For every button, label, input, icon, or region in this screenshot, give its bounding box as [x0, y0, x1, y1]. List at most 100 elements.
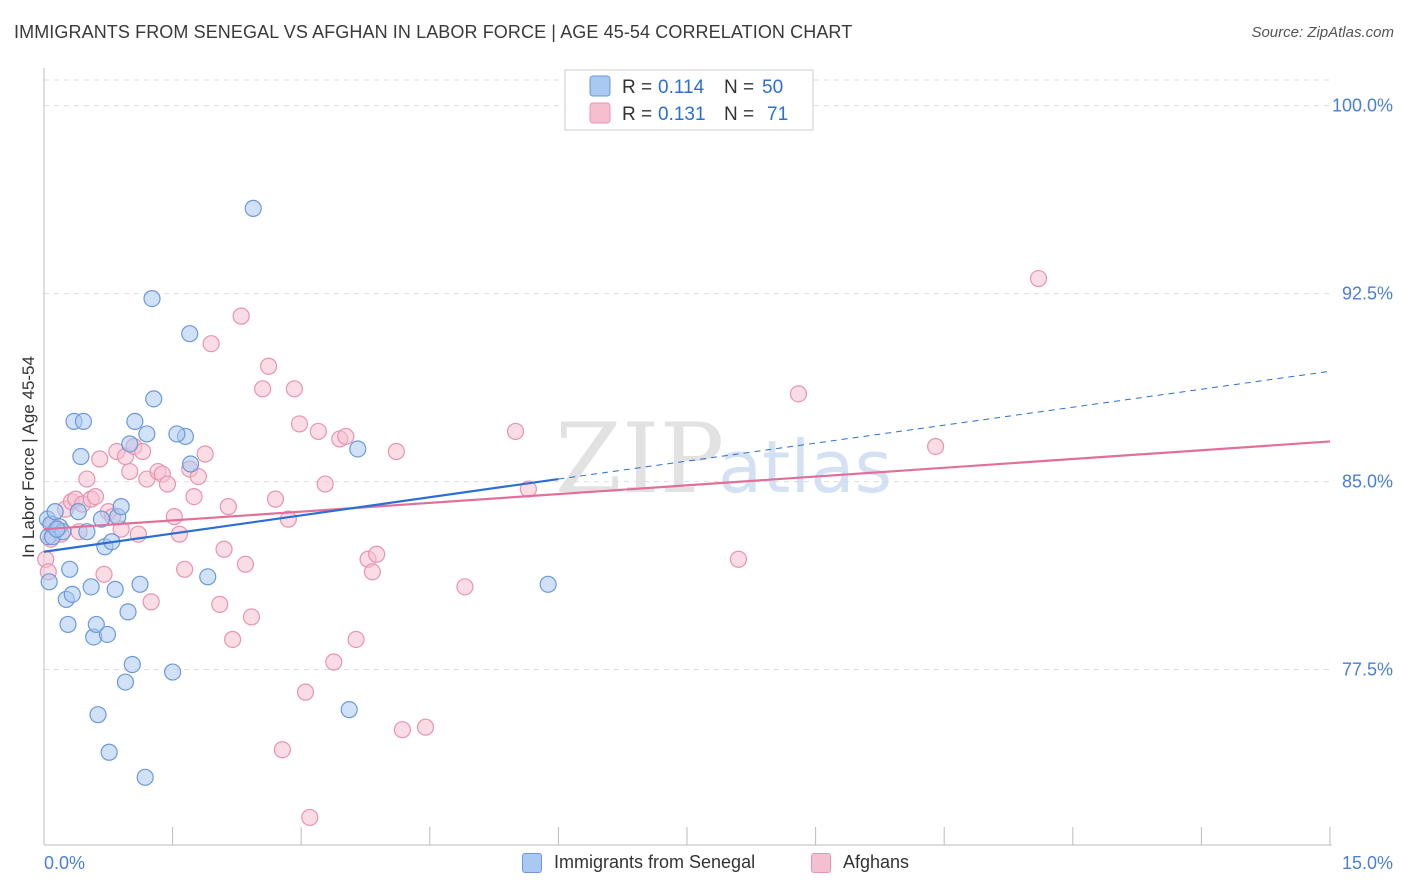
data-point[interactable] — [98, 625, 117, 644]
data-point[interactable] — [290, 415, 309, 433]
data-point[interactable] — [69, 503, 87, 521]
data-point[interactable] — [301, 808, 319, 827]
data-point[interactable] — [181, 325, 199, 343]
data-point[interactable] — [168, 425, 186, 443]
data-point[interactable] — [158, 475, 177, 493]
data-point[interactable] — [199, 568, 217, 586]
data-point[interactable] — [142, 593, 160, 611]
data-point[interactable] — [116, 673, 135, 691]
data-point[interactable] — [539, 575, 557, 593]
legend-n-label-senegal: N = — [724, 77, 754, 98]
data-point[interactable] — [729, 550, 748, 568]
data-point[interactable] — [182, 455, 200, 473]
legend-label-afghans: Afghans — [843, 852, 910, 872]
data-point[interactable] — [131, 575, 149, 593]
data-point[interactable] — [119, 603, 137, 621]
data-point[interactable] — [189, 467, 207, 486]
data-point[interactable] — [72, 447, 90, 466]
data-point[interactable] — [393, 721, 411, 739]
data-point[interactable] — [368, 545, 386, 563]
data-point[interactable] — [789, 385, 808, 403]
legend-r-label-senegal: R = — [622, 77, 652, 98]
y-tick-label: 77.5% — [1342, 660, 1393, 680]
data-point[interactable] — [244, 199, 262, 217]
data-point[interactable] — [78, 470, 96, 488]
data-point[interactable] — [211, 595, 229, 613]
data-point[interactable] — [126, 412, 144, 431]
data-point[interactable] — [121, 435, 139, 453]
data-point[interactable] — [185, 488, 203, 506]
data-point[interactable] — [74, 412, 93, 431]
data-point[interactable] — [266, 490, 285, 508]
data-point[interactable] — [86, 488, 105, 506]
series-afghans — [37, 269, 1048, 827]
data-point[interactable] — [100, 743, 118, 761]
data-point[interactable] — [143, 289, 161, 308]
data-point[interactable] — [337, 427, 355, 446]
data-point[interactable] — [387, 442, 405, 461]
data-point[interactable] — [363, 563, 381, 581]
data-point[interactable] — [164, 663, 182, 681]
data-point[interactable] — [456, 578, 474, 596]
data-point[interactable] — [176, 560, 194, 578]
data-point[interactable] — [242, 608, 261, 626]
data-point[interactable] — [325, 653, 343, 671]
watermark: ZIP atlas — [555, 403, 892, 515]
axes — [43, 68, 1332, 846]
data-point[interactable] — [215, 540, 233, 558]
data-point[interactable] — [506, 422, 525, 441]
data-point[interactable] — [106, 580, 124, 598]
data-point[interactable] — [273, 741, 291, 759]
data-point[interactable] — [236, 555, 255, 573]
data-point[interactable] — [78, 523, 96, 541]
series-legend: Immigrants from Senegal Afghans — [0, 852, 1406, 876]
data-point[interactable] — [309, 422, 327, 441]
data-point[interactable] — [61, 560, 79, 578]
data-point[interactable] — [202, 335, 220, 353]
watermark-zip: ZIP — [555, 403, 724, 515]
data-point[interactable] — [340, 701, 358, 719]
series-senegal — [38, 199, 557, 786]
data-point[interactable] — [138, 425, 156, 443]
data-point[interactable] — [260, 357, 278, 375]
data-point[interactable] — [59, 615, 77, 634]
legend-label-senegal: Immigrants from Senegal — [554, 852, 756, 872]
data-point[interactable] — [112, 498, 130, 516]
data-point[interactable] — [285, 380, 303, 398]
data-point[interactable] — [927, 437, 945, 456]
data-point[interactable] — [219, 498, 237, 516]
data-point[interactable] — [196, 445, 214, 463]
data-point[interactable] — [165, 508, 183, 526]
data-point[interactable] — [95, 565, 113, 583]
data-point[interactable] — [145, 390, 163, 408]
x-tick-label-max: 15.0% — [1342, 853, 1393, 873]
data-point[interactable] — [121, 462, 139, 481]
data-point[interactable] — [82, 578, 100, 596]
data-point[interactable] — [349, 440, 367, 458]
data-point[interactable] — [1029, 269, 1048, 288]
data-point[interactable] — [40, 573, 58, 591]
data-point[interactable] — [133, 442, 152, 461]
data-point[interactable] — [224, 630, 242, 649]
data-point[interactable] — [89, 706, 107, 724]
data-point[interactable] — [136, 768, 154, 786]
data-point[interactable] — [91, 450, 109, 468]
trend-line-afghans — [43, 440, 1331, 531]
y-tick-label: 100.0% — [1332, 96, 1393, 116]
legend-n-value-afghans: 71 — [767, 104, 788, 125]
data-point[interactable] — [92, 510, 111, 528]
data-point[interactable] — [254, 380, 272, 398]
data-point[interactable] — [296, 683, 315, 701]
data-point[interactable] — [416, 718, 435, 736]
data-point[interactable] — [46, 503, 64, 521]
data-point[interactable] — [347, 630, 365, 649]
legend-item-senegal[interactable]: Immigrants from Senegal — [522, 852, 755, 873]
x-tick-label-min: 0.0% — [44, 853, 85, 873]
legend-item-afghans[interactable]: Afghans — [811, 852, 909, 873]
data-point[interactable] — [316, 475, 334, 493]
data-point[interactable] — [232, 307, 250, 325]
data-point[interactable] — [63, 585, 81, 603]
data-point[interactable] — [87, 615, 105, 634]
data-point[interactable] — [123, 655, 141, 674]
